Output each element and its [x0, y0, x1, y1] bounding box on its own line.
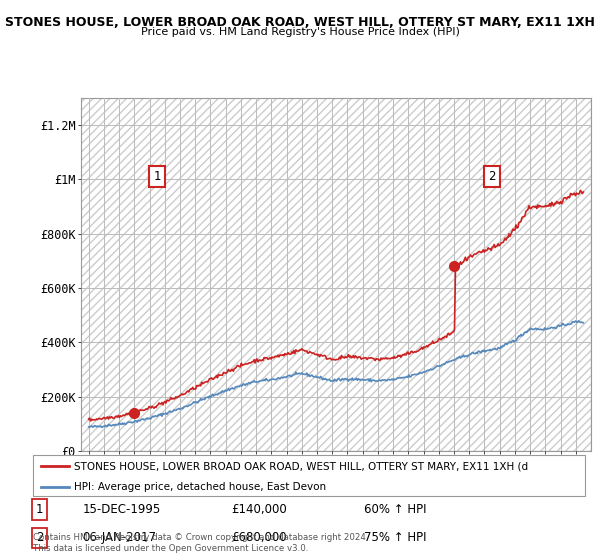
Text: 1: 1 — [154, 170, 161, 183]
Text: 1: 1 — [36, 503, 43, 516]
Text: 2: 2 — [36, 531, 43, 544]
Text: STONES HOUSE, LOWER BROAD OAK ROAD, WEST HILL, OTTERY ST MARY, EX11 1XH (d: STONES HOUSE, LOWER BROAD OAK ROAD, WEST… — [74, 461, 529, 471]
Text: 06-JAN-2017: 06-JAN-2017 — [83, 531, 157, 544]
Text: Contains HM Land Registry data © Crown copyright and database right 2024.
This d: Contains HM Land Registry data © Crown c… — [33, 533, 368, 553]
Text: 15-DEC-1995: 15-DEC-1995 — [83, 503, 161, 516]
Text: £680,000: £680,000 — [232, 531, 287, 544]
Text: HPI: Average price, detached house, East Devon: HPI: Average price, detached house, East… — [74, 482, 326, 492]
FancyBboxPatch shape — [33, 455, 585, 496]
Text: Price paid vs. HM Land Registry's House Price Index (HPI): Price paid vs. HM Land Registry's House … — [140, 27, 460, 37]
Text: STONES HOUSE, LOWER BROAD OAK ROAD, WEST HILL, OTTERY ST MARY, EX11 1XH: STONES HOUSE, LOWER BROAD OAK ROAD, WEST… — [5, 16, 595, 29]
Text: 60% ↑ HPI: 60% ↑ HPI — [364, 503, 427, 516]
Text: 2: 2 — [488, 170, 496, 183]
Text: £140,000: £140,000 — [232, 503, 287, 516]
Text: 75% ↑ HPI: 75% ↑ HPI — [364, 531, 427, 544]
